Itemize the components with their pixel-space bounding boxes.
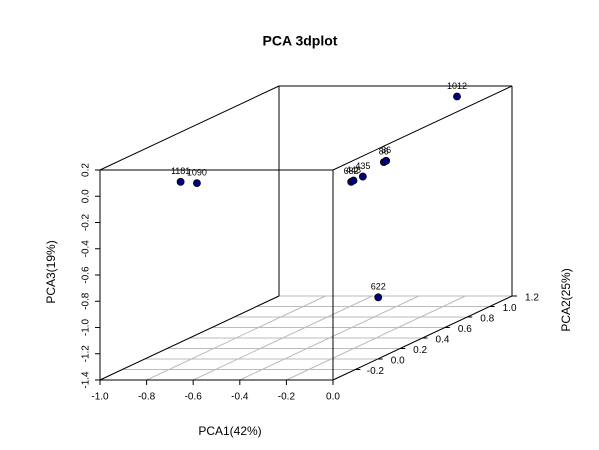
box-edge [99, 295, 280, 381]
point-label: 1090 [187, 168, 207, 178]
point [453, 92, 461, 101]
y-axis-title: PCA2(25%) [559, 268, 573, 331]
y-tick-label: 1.0 [503, 303, 517, 314]
point-label: 36 [381, 145, 391, 155]
y-tick-label: 0.6 [458, 324, 472, 335]
point [382, 156, 391, 165]
x-tick-label: -0.4 [231, 392, 249, 403]
point [358, 172, 367, 181]
x-axis-title: PCA1(42%) [198, 424, 261, 438]
x-tick-label: -0.6 [185, 392, 203, 403]
z-axis-title: PCA3(19%) [44, 240, 58, 303]
z-tick-label: -0.6 [81, 266, 92, 284]
z-tick-label: -0.8 [81, 292, 92, 310]
y-tick-label: 1.2 [525, 293, 539, 304]
z-tick-label: 0.0 [81, 189, 92, 203]
point-label: 448 [346, 165, 361, 175]
z-tick-label: -1.0 [81, 318, 92, 336]
z-tick-label: -0.4 [81, 240, 92, 258]
y-tick-label: 0.0 [391, 356, 405, 367]
point [374, 293, 383, 302]
x-tick-label: 0.0 [326, 392, 340, 403]
point-label: 86 [379, 147, 389, 157]
x-tick-label: -0.2 [278, 392, 296, 403]
z-tick-label: -1.4 [81, 371, 92, 389]
point-label: 622 [371, 282, 386, 292]
point [176, 177, 185, 186]
x-tick-label: -0.8 [138, 392, 156, 403]
chart-title: PCA 3dplot [263, 33, 338, 49]
z-tick-label: 0.2 [81, 163, 92, 177]
point-label: 682 [344, 166, 359, 176]
box-edge [332, 85, 513, 171]
point-label: 1181 [171, 166, 190, 176]
x-tick-label: -1.0 [91, 392, 109, 403]
y-tick-label: 0.4 [436, 335, 450, 346]
box-edge [99, 85, 280, 171]
y-tick-label: 0.2 [413, 345, 427, 356]
z-tick-label: -1.2 [81, 345, 92, 363]
point-label: 1012 [447, 81, 467, 91]
z-tick-label: -0.2 [81, 213, 92, 231]
y-tick-label: -0.2 [367, 366, 385, 377]
point [349, 176, 358, 185]
y-tick-label: 0.8 [480, 314, 494, 325]
point-label: 435 [355, 161, 370, 171]
point [193, 179, 201, 188]
